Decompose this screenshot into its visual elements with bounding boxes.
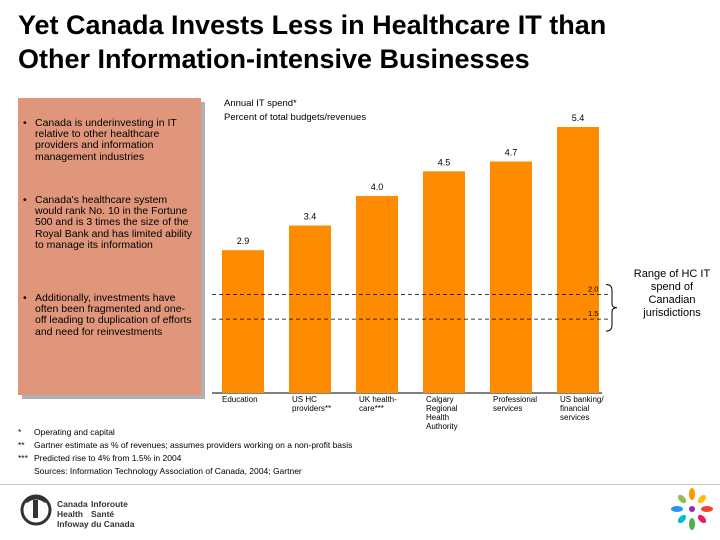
- bullet-item: • Additionally, investments have often b…: [23, 292, 195, 338]
- bullet-dot-icon: •: [23, 292, 27, 304]
- category-label-line: US HC: [292, 395, 317, 404]
- category-label-line: Authority: [426, 422, 458, 431]
- category-label-line: Education: [222, 395, 258, 404]
- bullet-item: • Canada's healthcare system would rank …: [23, 194, 195, 251]
- bar-4: [490, 161, 532, 393]
- chart-subtitle: Percent of total budgets/revenues: [224, 112, 367, 123]
- bar-0: [222, 250, 264, 393]
- category-label-line: Calgary: [426, 395, 454, 404]
- bar-value-label: 3.4: [304, 212, 317, 222]
- logo-text-fr: Inforoute Santé du Canada: [91, 499, 135, 529]
- page-title: Yet Canada Invests Less in Healthcare IT…: [18, 8, 708, 76]
- bullet-dot-icon: •: [23, 194, 27, 206]
- bar-5: [557, 127, 599, 393]
- bullet-text: Additionally, investments have often bee…: [35, 292, 192, 338]
- range-annotation: Range of HC IT spend of Canadian jurisdi…: [633, 268, 711, 319]
- footnote-mark: **: [18, 440, 25, 450]
- bar-value-label: 5.4: [572, 113, 585, 123]
- category-label-line: providers**: [292, 404, 331, 413]
- bar-value-label: 4.0: [371, 182, 384, 192]
- bullet-item: • Canada is underinvesting in IT relativ…: [23, 117, 195, 163]
- category-label-line: Regional: [426, 404, 458, 413]
- category-label-line: financial: [560, 404, 590, 413]
- bar-value-label: 4.7: [505, 147, 518, 157]
- bullet-text: Canada is underinvesting in IT relative …: [35, 117, 177, 163]
- category-label-1: US HC providers**: [292, 395, 331, 413]
- category-label-4: Professional services: [493, 395, 537, 413]
- logo-text-en: Canada Health Infoway: [57, 499, 89, 529]
- category-label-3: Calgary Regional Health Authority: [426, 395, 458, 431]
- title-line-2: Other Information-intensive Businesses: [18, 44, 530, 74]
- category-label-5: US banking/financial services: [560, 395, 604, 422]
- category-label-line: US banking/: [560, 395, 604, 404]
- footer-divider: [0, 484, 720, 485]
- title-line-1: Yet Canada Invests Less in Healthcare IT…: [18, 10, 607, 40]
- category-label-line: Professional: [493, 395, 537, 404]
- bullet-dot-icon: •: [23, 117, 27, 129]
- footnote-mark: ***: [18, 453, 28, 463]
- category-label-0: Education: [222, 395, 258, 404]
- range-brace-icon: [605, 283, 618, 332]
- category-label-line: UK health-: [359, 395, 397, 404]
- bar-1: [289, 225, 331, 393]
- footnote-text: Operating and capital: [34, 427, 115, 437]
- footnote-text: Gartner estimate as % of revenues; assum…: [34, 440, 353, 450]
- footnote-2: ** Gartner estimate as % of revenues; ass…: [18, 439, 352, 451]
- bar-value-label: 2.9: [237, 236, 250, 246]
- bullet-text: Canada's healthcare system would rank No…: [35, 194, 192, 251]
- reference-line-label: 2.0: [588, 284, 598, 293]
- category-label-2: UK health-care***: [359, 395, 397, 413]
- bullet-panel: • Canada is underinvesting in IT relativ…: [18, 98, 201, 395]
- sources: Sources: Information Technology Associat…: [34, 466, 302, 476]
- chart-title: Annual IT spend*: [224, 98, 297, 109]
- category-label-line: services: [493, 404, 522, 413]
- bar-3: [423, 171, 465, 393]
- bar-value-label: 4.5: [438, 157, 451, 167]
- footnote-3: *** Predicted rise to 4% from 1.5% in 200…: [18, 452, 181, 464]
- footnote-1: * Operating and capital: [18, 426, 115, 438]
- category-label-line: services: [560, 413, 589, 422]
- category-label-line: Health: [426, 413, 449, 422]
- category-label-line: care***: [359, 404, 384, 413]
- reference-line-label: 1.5: [588, 309, 598, 318]
- footnote-mark: *: [18, 427, 22, 437]
- footnote-text: Predicted rise to 4% from 1.5% in 2004: [34, 453, 182, 463]
